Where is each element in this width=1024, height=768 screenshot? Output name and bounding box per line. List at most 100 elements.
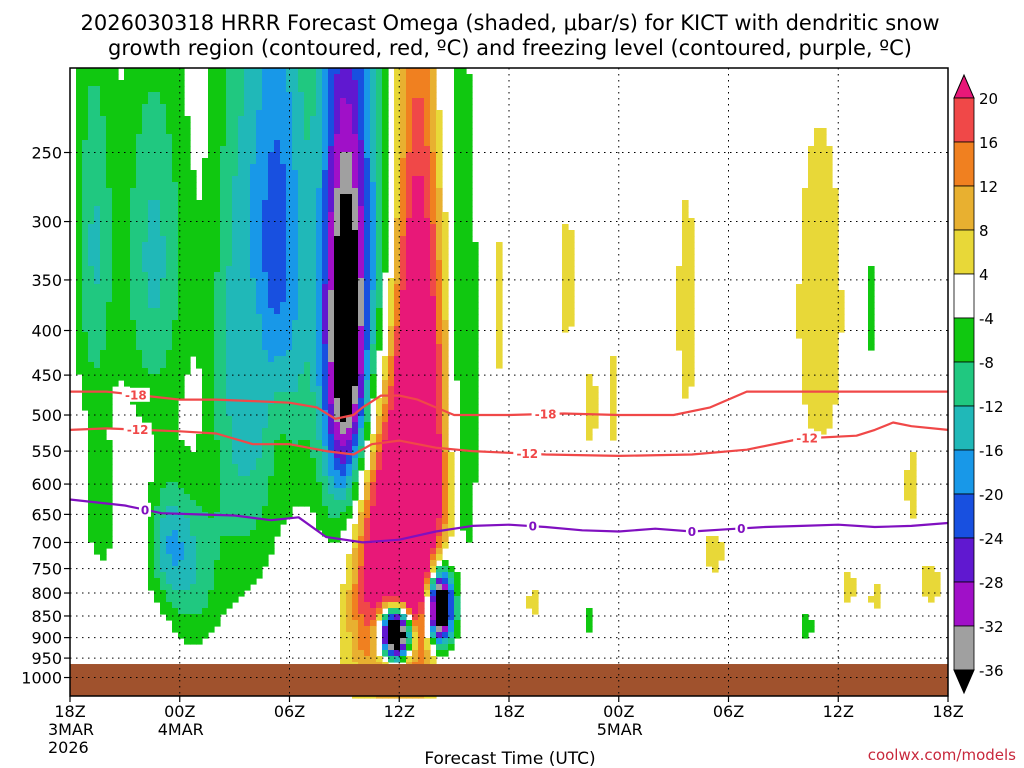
omega-cell [280, 140, 287, 147]
omega-cell [346, 368, 353, 375]
omega-cell [472, 476, 479, 483]
omega-cell [172, 230, 179, 237]
omega-cell [208, 80, 215, 87]
omega-cell [292, 152, 299, 159]
omega-cell [298, 296, 305, 303]
omega-cell [190, 476, 197, 483]
omega-cell [106, 182, 113, 189]
omega-cell [172, 482, 179, 489]
omega-cell [268, 410, 275, 417]
omega-cell [316, 458, 323, 465]
omega-cell [376, 164, 383, 171]
omega-cell [142, 314, 149, 321]
omega-cell [454, 296, 461, 303]
omega-cell [682, 290, 689, 297]
omega-cell [472, 362, 479, 369]
omega-cell [286, 128, 293, 135]
omega-cell [250, 380, 257, 387]
omega-cell [418, 146, 425, 153]
omega-cell [268, 104, 275, 111]
omega-cell [178, 224, 185, 231]
omega-cell [202, 194, 209, 201]
omega-cell [358, 140, 365, 147]
omega-cell [412, 428, 419, 435]
omega-cell [76, 350, 83, 357]
omega-cell [82, 314, 89, 321]
omega-cell [376, 314, 383, 321]
omega-cell [466, 284, 473, 291]
omega-cell [160, 140, 167, 147]
omega-cell [814, 374, 821, 381]
omega-cell [304, 164, 311, 171]
omega-cell [220, 356, 227, 363]
omega-cell [178, 80, 185, 87]
omega-cell [586, 380, 593, 387]
omega-cell [148, 188, 155, 195]
omega-cell [472, 260, 479, 267]
omega-cell [298, 392, 305, 399]
omega-cell [244, 188, 251, 195]
omega-cell [136, 248, 143, 255]
omega-cell [814, 326, 821, 333]
omega-cell [808, 218, 815, 225]
omega-cell [454, 158, 461, 165]
omega-cell [340, 272, 347, 279]
omega-cell [448, 494, 455, 501]
omega-cell [322, 500, 329, 507]
omega-cell [154, 152, 161, 159]
omega-cell [94, 446, 101, 453]
omega-cell [142, 68, 149, 75]
omega-cell [154, 254, 161, 261]
omega-cell [406, 434, 413, 441]
omega-cell [316, 398, 323, 405]
omega-cell [418, 332, 425, 339]
omega-cell [142, 140, 149, 147]
omega-cell [442, 458, 449, 465]
omega-cell [268, 146, 275, 153]
omega-cell [274, 500, 281, 507]
omega-cell [148, 152, 155, 159]
omega-cell [76, 176, 83, 183]
omega-cell [340, 374, 347, 381]
omega-cell [154, 164, 161, 171]
omega-cell [268, 428, 275, 435]
omega-cell [376, 302, 383, 309]
omega-cell [142, 176, 149, 183]
omega-cell [298, 422, 305, 429]
omega-cell [328, 350, 335, 357]
omega-cell [208, 200, 215, 207]
omega-cell [148, 512, 155, 519]
omega-cell [124, 98, 131, 105]
omega-cell [100, 440, 107, 447]
omega-cell [292, 104, 299, 111]
omega-cell [76, 86, 83, 93]
omega-cell [382, 266, 389, 273]
omega-cell [196, 242, 203, 249]
omega-cell [214, 458, 221, 465]
omega-cell [808, 362, 815, 369]
omega-cell [76, 224, 83, 231]
omega-cell [220, 314, 227, 321]
omega-cell [112, 224, 119, 231]
omega-cell [394, 458, 401, 465]
omega-cell [214, 248, 221, 255]
omega-cell [286, 482, 293, 489]
omega-cell [328, 290, 335, 297]
omega-cell [562, 266, 569, 273]
omega-cell [316, 488, 323, 495]
omega-cell [244, 116, 251, 123]
omega-cell [220, 182, 227, 189]
omega-cell [430, 152, 437, 159]
omega-cell [160, 158, 167, 165]
omega-cell [238, 254, 245, 261]
omega-cell [406, 422, 413, 429]
omega-cell [214, 422, 221, 429]
omega-cell [232, 230, 239, 237]
omega-cell [430, 470, 437, 477]
omega-cell [250, 452, 257, 459]
omega-cell [382, 230, 389, 237]
omega-cell [136, 374, 143, 381]
omega-cell [610, 398, 617, 405]
omega-cell [796, 314, 803, 321]
omega-cell [412, 122, 419, 129]
